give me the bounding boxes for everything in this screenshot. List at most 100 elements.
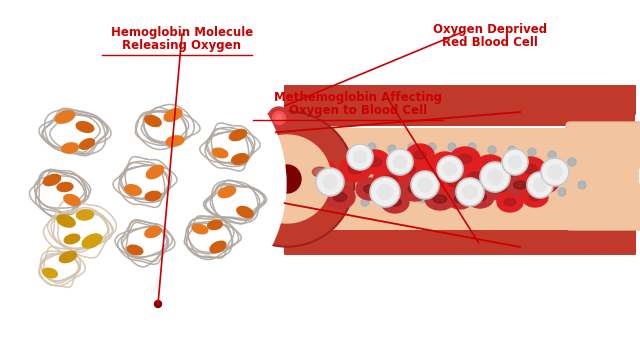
Circle shape [533, 178, 547, 192]
Ellipse shape [60, 251, 77, 263]
Circle shape [458, 198, 466, 206]
Ellipse shape [325, 185, 355, 209]
Circle shape [387, 149, 413, 175]
Ellipse shape [413, 164, 447, 190]
Circle shape [527, 172, 553, 198]
Ellipse shape [368, 158, 381, 167]
FancyBboxPatch shape [566, 122, 640, 168]
Bar [285, 110, 635, 126]
Ellipse shape [79, 139, 95, 149]
Ellipse shape [425, 188, 455, 210]
Circle shape [368, 143, 376, 151]
Ellipse shape [450, 147, 480, 171]
Ellipse shape [57, 183, 73, 192]
Circle shape [578, 181, 586, 189]
Circle shape [568, 158, 576, 166]
Ellipse shape [539, 178, 551, 186]
Ellipse shape [207, 220, 223, 230]
FancyBboxPatch shape [566, 184, 640, 230]
Ellipse shape [237, 206, 253, 218]
Bar [285, 212, 635, 228]
Circle shape [361, 198, 369, 206]
Ellipse shape [356, 178, 384, 200]
Ellipse shape [145, 191, 161, 201]
Text: Methemoglobin Affecting: Methemoglobin Affecting [274, 91, 442, 104]
Circle shape [393, 155, 407, 169]
Ellipse shape [523, 164, 537, 174]
Ellipse shape [232, 154, 248, 164]
Circle shape [462, 184, 477, 200]
Ellipse shape [400, 177, 430, 201]
Ellipse shape [448, 177, 462, 187]
Ellipse shape [529, 193, 541, 201]
Ellipse shape [504, 198, 516, 206]
Ellipse shape [364, 185, 376, 193]
Circle shape [547, 164, 563, 180]
Ellipse shape [483, 162, 497, 171]
Ellipse shape [388, 198, 401, 206]
Text: Hemoglobin Molecule: Hemoglobin Molecule [111, 26, 253, 39]
Ellipse shape [229, 129, 246, 141]
Ellipse shape [373, 167, 407, 193]
Circle shape [219, 111, 355, 247]
Ellipse shape [439, 169, 471, 195]
Circle shape [314, 158, 322, 166]
Circle shape [377, 184, 393, 200]
Ellipse shape [466, 186, 494, 208]
Circle shape [10, 46, 286, 322]
Ellipse shape [406, 144, 434, 166]
Ellipse shape [360, 150, 390, 174]
Circle shape [528, 148, 536, 156]
Ellipse shape [82, 234, 102, 248]
Ellipse shape [61, 143, 79, 153]
Ellipse shape [382, 175, 397, 185]
Ellipse shape [145, 227, 161, 238]
Circle shape [418, 195, 426, 203]
Circle shape [508, 155, 522, 169]
Circle shape [541, 158, 569, 186]
Text: Oxygen to Blood Cell: Oxygen to Blood Cell [289, 104, 427, 117]
Ellipse shape [57, 215, 75, 227]
Ellipse shape [458, 164, 492, 190]
Circle shape [437, 156, 463, 182]
Ellipse shape [333, 193, 347, 202]
Ellipse shape [458, 154, 472, 163]
Ellipse shape [531, 171, 559, 193]
Ellipse shape [192, 224, 208, 234]
Circle shape [353, 150, 367, 164]
Ellipse shape [212, 148, 228, 158]
Ellipse shape [164, 109, 182, 121]
Circle shape [408, 143, 416, 151]
Circle shape [538, 195, 546, 203]
Circle shape [323, 174, 338, 190]
Ellipse shape [422, 172, 438, 182]
Circle shape [518, 195, 526, 203]
Ellipse shape [413, 151, 426, 159]
Circle shape [448, 143, 456, 151]
Ellipse shape [495, 160, 525, 184]
Circle shape [221, 113, 353, 245]
Ellipse shape [522, 187, 548, 207]
Text: Releasing Oxygen: Releasing Oxygen [122, 39, 241, 52]
Ellipse shape [218, 186, 236, 198]
FancyBboxPatch shape [284, 85, 636, 115]
Circle shape [398, 191, 406, 199]
Circle shape [548, 151, 556, 159]
Circle shape [306, 181, 314, 189]
Circle shape [154, 301, 161, 307]
Circle shape [488, 146, 496, 154]
Circle shape [468, 143, 476, 151]
Ellipse shape [125, 185, 141, 195]
Ellipse shape [56, 111, 75, 123]
Circle shape [417, 177, 433, 193]
Ellipse shape [392, 156, 424, 182]
Circle shape [438, 191, 446, 199]
Ellipse shape [514, 157, 546, 181]
Circle shape [273, 165, 301, 193]
Circle shape [344, 183, 352, 191]
Ellipse shape [503, 168, 516, 177]
Ellipse shape [447, 189, 473, 209]
Circle shape [324, 195, 332, 203]
Ellipse shape [514, 181, 526, 189]
Circle shape [273, 111, 285, 125]
